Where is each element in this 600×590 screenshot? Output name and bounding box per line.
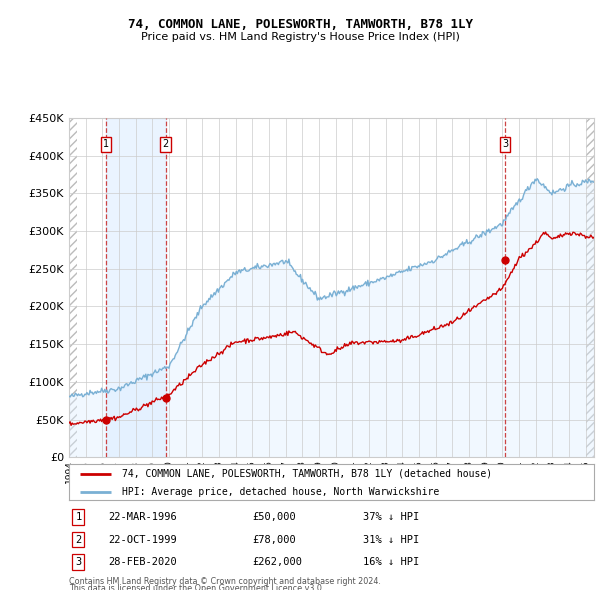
Point <box>161 394 170 403</box>
Text: 22-OCT-1999: 22-OCT-1999 <box>109 535 177 545</box>
Text: £78,000: £78,000 <box>253 535 296 545</box>
Text: 2: 2 <box>76 535 82 545</box>
Text: 16% ↓ HPI: 16% ↓ HPI <box>363 557 419 567</box>
Text: HPI: Average price, detached house, North Warwickshire: HPI: Average price, detached house, Nort… <box>121 487 439 497</box>
Text: Price paid vs. HM Land Registry's House Price Index (HPI): Price paid vs. HM Land Registry's House … <box>140 32 460 42</box>
Text: 28-FEB-2020: 28-FEB-2020 <box>109 557 177 567</box>
Point <box>500 255 510 264</box>
Text: 74, COMMON LANE, POLESWORTH, TAMWORTH, B78 1LY: 74, COMMON LANE, POLESWORTH, TAMWORTH, B… <box>128 18 473 31</box>
Text: £262,000: £262,000 <box>253 557 303 567</box>
Text: £50,000: £50,000 <box>253 512 296 522</box>
Text: This data is licensed under the Open Government Licence v3.0.: This data is licensed under the Open Gov… <box>69 584 325 590</box>
Text: Contains HM Land Registry data © Crown copyright and database right 2024.: Contains HM Land Registry data © Crown c… <box>69 577 381 586</box>
Text: 2: 2 <box>163 139 169 149</box>
Text: 3: 3 <box>76 557 82 567</box>
Point <box>101 415 111 424</box>
Text: 3: 3 <box>502 139 508 149</box>
Text: 31% ↓ HPI: 31% ↓ HPI <box>363 535 419 545</box>
Text: 1: 1 <box>76 512 82 522</box>
Bar <box>106 118 166 457</box>
Text: 1: 1 <box>103 139 109 149</box>
Bar <box>69 118 77 457</box>
Bar <box>586 118 594 457</box>
Text: 74, COMMON LANE, POLESWORTH, TAMWORTH, B78 1LY (detached house): 74, COMMON LANE, POLESWORTH, TAMWORTH, B… <box>121 469 491 479</box>
Text: 22-MAR-1996: 22-MAR-1996 <box>109 512 177 522</box>
Text: 37% ↓ HPI: 37% ↓ HPI <box>363 512 419 522</box>
